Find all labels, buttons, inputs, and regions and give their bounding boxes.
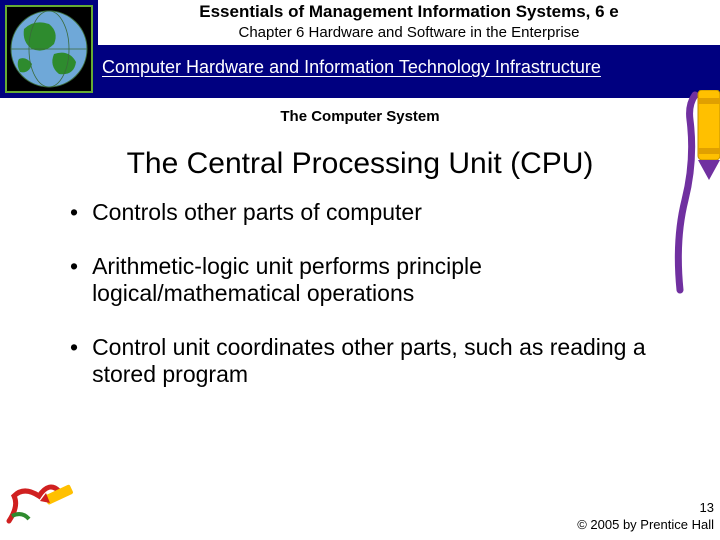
bullet-icon: • [70, 253, 78, 308]
crayon-icon [670, 90, 720, 315]
header-text-block: Essentials of Management Information Sys… [98, 0, 720, 98]
section-title: Computer Hardware and Information Techno… [98, 45, 720, 82]
copyright: © 2005 by Prentice Hall [577, 517, 714, 534]
globe-icon [0, 0, 98, 98]
bullet-list: • Controls other parts of computer • Ari… [0, 199, 720, 389]
slide-title: The Central Processing Unit (CPU) [0, 147, 720, 181]
bullet-icon: • [70, 334, 78, 389]
crayon-squiggle-icon [4, 471, 74, 536]
header-bar: Essentials of Management Information Sys… [0, 0, 720, 98]
footer: 13 © 2005 by Prentice Hall [577, 500, 714, 534]
bullet-text: Controls other parts of computer [92, 199, 422, 227]
chapter-title: Chapter 6 Hardware and Software in the E… [98, 24, 720, 45]
book-title: Essentials of Management Information Sys… [98, 0, 720, 24]
bullet-text: Control unit coordinates other parts, su… [92, 334, 660, 389]
bullet-text: Arithmetic-logic unit performs principle… [92, 253, 660, 308]
bullet-icon: • [70, 199, 78, 227]
list-item: • Arithmetic-logic unit performs princip… [70, 253, 660, 308]
page-number: 13 [577, 500, 714, 517]
subheading: The Computer System [0, 108, 720, 125]
list-item: • Control unit coordinates other parts, … [70, 334, 660, 389]
list-item: • Controls other parts of computer [70, 199, 660, 227]
